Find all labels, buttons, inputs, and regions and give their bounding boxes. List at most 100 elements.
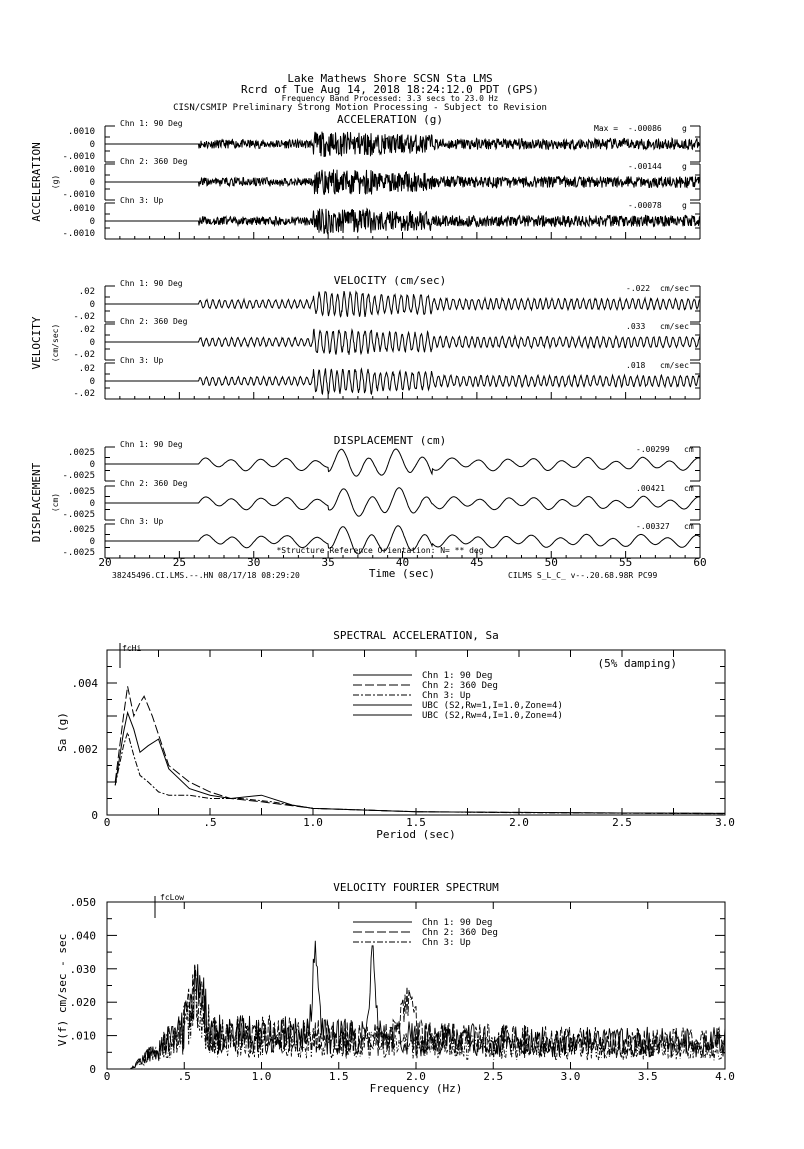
orientation-note: *Structure Reference Orientation: N= ** …	[276, 546, 483, 555]
y-tick-label: .02	[79, 287, 95, 297]
x-tick-label: 2.0	[509, 816, 529, 829]
channel-max: .00421	[636, 484, 665, 493]
y-axis-label: ACCELERATION	[30, 142, 43, 221]
x-axis-label: Time (sec)	[369, 567, 435, 580]
x-tick-label: 30	[247, 556, 260, 569]
x-axis-label: Period (sec)	[376, 828, 455, 841]
y-tick-label: 0	[90, 460, 95, 470]
channel-label: Chn 2: 360 Deg	[120, 157, 188, 166]
y-tick-label: .0025	[68, 487, 95, 497]
y-tick-label: -.02	[73, 312, 95, 322]
waveform-trace	[105, 290, 701, 318]
y-tick-label: .0010	[68, 127, 95, 137]
channel-max: -.00144	[628, 162, 662, 171]
channel-label: Chn 3: Up	[120, 196, 164, 205]
x-tick-label: 4.0	[715, 1070, 735, 1083]
x-tick-label: .5	[178, 1070, 191, 1083]
channel-label: Chn 3: Up	[120, 517, 164, 526]
channel-unit: cm/sec	[660, 361, 689, 370]
waveform-trace	[105, 131, 701, 157]
y-axis-label: VELOCITY	[30, 316, 43, 369]
y-tick-label: -.02	[73, 389, 95, 399]
channel-unit: cm	[684, 484, 694, 493]
panel-title: VELOCITY (cm/sec)	[334, 274, 447, 287]
legend-entry: UBC (S2,Rw=4,I=1.0,Zone=4)	[422, 711, 563, 721]
y-tick-label: 0	[90, 377, 95, 387]
y-tick-label: .0025	[68, 525, 95, 535]
channel-label: Chn 1: 90 Deg	[120, 279, 183, 288]
y-tick-label: 0	[90, 537, 95, 547]
legend-entry: UBC (S2,Rw=1,I=1.0,Zone=4)	[422, 701, 563, 711]
fcHi-label: fcHi	[122, 644, 141, 653]
waveform-trace	[105, 327, 701, 356]
y-tick-label: .02	[79, 364, 95, 374]
channel-max: -.022	[626, 284, 650, 293]
x-tick-label: 1.5	[406, 816, 426, 829]
channel-label: Chn 3: Up	[120, 356, 164, 365]
y-tick-label: .02	[79, 325, 95, 335]
y-tick-label: .0010	[68, 204, 95, 214]
max-label: Max =	[594, 124, 618, 133]
channel-label: Chn 1: 90 Deg	[120, 440, 183, 449]
y-tick-label: -.0025	[62, 471, 95, 481]
y-tick-label: .030	[70, 963, 97, 976]
y-axis-unit: (cm)	[51, 493, 60, 512]
channel-unit: cm	[684, 445, 694, 454]
y-tick-label: .004	[72, 677, 99, 690]
y-tick-label: 0	[90, 217, 95, 227]
x-tick-label: 55	[619, 556, 632, 569]
y-axis-unit: (cm/sec)	[51, 324, 60, 363]
channel-label: Chn 1: 90 Deg	[120, 119, 183, 128]
y-axis-label: DISPLACEMENT	[30, 462, 43, 542]
x-tick-label: 20	[98, 556, 111, 569]
x-tick-label: 3.0	[561, 1070, 581, 1083]
legend-entry: Chn 1: 90 Deg	[422, 671, 492, 681]
sa-series	[114, 730, 726, 815]
x-tick-label: 1.0	[252, 1070, 272, 1083]
fourier-series	[107, 940, 726, 1070]
channel-label: Chn 2: 360 Deg	[120, 317, 188, 326]
waveform-trace	[105, 448, 701, 477]
x-tick-label: 25	[173, 556, 186, 569]
panel-title: ACCELERATION (g)	[337, 113, 443, 126]
channel-max: -.00086	[628, 124, 662, 133]
x-tick-label: 0	[104, 1070, 111, 1083]
y-tick-label: 0	[90, 140, 95, 150]
sa-series	[114, 686, 726, 814]
y-tick-label: 0	[90, 178, 95, 188]
channel-max: .033	[626, 322, 645, 331]
y-axis-label: V(f) cm/sec - sec	[56, 934, 69, 1047]
waveform-trace	[105, 487, 701, 517]
waveform-trace	[105, 525, 701, 555]
x-tick-label: 2.5	[483, 1070, 503, 1083]
y-tick-label: .0010	[68, 165, 95, 175]
y-tick-label: 0	[91, 809, 98, 822]
channel-max: -.00299	[636, 445, 670, 454]
y-tick-label: .040	[70, 929, 97, 942]
x-tick-label: 1.0	[303, 816, 323, 829]
damping-note: (5% damping)	[598, 657, 677, 670]
waveform-trace	[105, 207, 701, 235]
legend-entry: Chn 3: Up	[422, 938, 471, 948]
x-tick-label: 45	[470, 556, 483, 569]
footer-right: CILMS S_L_C_ v--.20.68.98R PC99	[508, 571, 657, 580]
chart-title: SPECTRAL ACCELERATION, Sa	[333, 629, 499, 642]
x-tick-label: 35	[322, 556, 335, 569]
y-tick-label: .0025	[68, 448, 95, 458]
x-tick-label: 50	[545, 556, 558, 569]
legend-entry: Chn 2: 360 Deg	[422, 681, 498, 691]
x-tick-label: 0	[104, 816, 111, 829]
fcLow-label: fcLow	[160, 893, 184, 902]
y-axis-label: Sa (g)	[56, 712, 69, 752]
y-tick-label: -.0010	[62, 229, 95, 239]
legend-entry: Chn 1: 90 Deg	[422, 918, 492, 928]
channel-unit: cm/sec	[660, 284, 689, 293]
record-title: Rcrd of Tue Aug 14, 2018 18:24:12.0 PDT …	[241, 83, 539, 96]
disclaimer: CISN/CSMIP Preliminary Strong Motion Pro…	[173, 103, 547, 113]
y-tick-label: .020	[70, 996, 97, 1009]
band-title: Frequency Band Processed: 3.3 secs to 23…	[282, 94, 499, 103]
x-axis-label: Frequency (Hz)	[370, 1082, 463, 1095]
waveform-trace	[105, 169, 701, 196]
x-tick-label: 60	[693, 556, 706, 569]
